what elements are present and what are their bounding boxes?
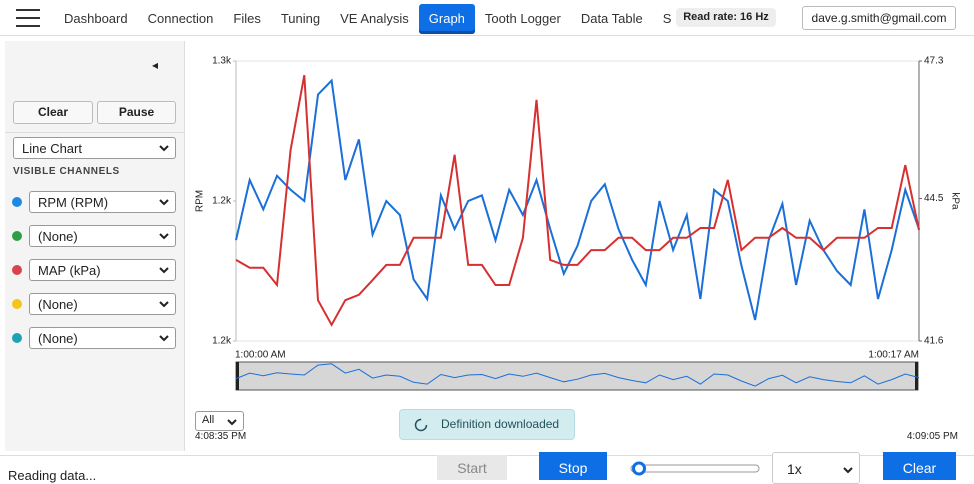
- channel-select[interactable]: RPM (RPM): [29, 191, 176, 213]
- divider: [0, 35, 974, 36]
- select-text: MAP (kPa): [38, 263, 101, 278]
- chevron: [159, 233, 169, 240]
- chevron-path: [159, 233, 169, 240]
- series-line: [235, 78, 920, 321]
- chevron: [159, 145, 169, 152]
- toast: Definition downloaded: [399, 409, 575, 440]
- y-tick-label: 1.2k: [212, 336, 232, 347]
- chevron: [843, 467, 853, 474]
- select-text: (None): [38, 331, 78, 346]
- read-rate: Read rate: 16 Hz: [676, 8, 776, 27]
- channel-select[interactable]: MAP (kPa): [29, 259, 176, 281]
- nav-tab[interactable]: Tuning: [280, 11, 321, 26]
- navigator: [235, 361, 919, 391]
- nav-tab[interactable]: VE Analysis: [340, 11, 409, 26]
- start-button[interactable]: Start: [437, 455, 507, 480]
- x-start-label: 1:00:00 AM: [235, 350, 286, 361]
- y-axis-label: RPM: [195, 190, 206, 212]
- status-text: Reading data...: [8, 468, 97, 483]
- speed-slider[interactable]: [630, 460, 762, 478]
- chevron-path: [159, 267, 169, 274]
- navigator-handle[interactable]: [915, 362, 918, 390]
- channel-color: [12, 231, 22, 241]
- y-tick-label: 1.2k: [212, 196, 232, 207]
- channel-select[interactable]: (None): [29, 327, 176, 349]
- channel-color: [12, 197, 22, 207]
- y2-axis-label: kPa: [949, 192, 960, 210]
- channel-color: [12, 333, 22, 343]
- window-start: 4:08:35 PM: [195, 431, 247, 442]
- user-email[interactable]: dave.g.smith@gmail.com: [802, 6, 956, 30]
- chevron: [159, 267, 169, 274]
- series-line: [235, 75, 920, 327]
- nav-tab[interactable]: Tooth Logger: [484, 11, 561, 26]
- nav-tab[interactable]: Settings: [662, 11, 672, 26]
- nav-tab[interactable]: Connection: [147, 11, 214, 26]
- toast-text: Definition downloaded: [441, 417, 560, 431]
- chevron: [159, 335, 169, 342]
- clear-footer-button[interactable]: Clear: [883, 452, 956, 480]
- chevron: [159, 199, 169, 206]
- navigator-handle[interactable]: [236, 362, 239, 390]
- select-text: (None): [38, 297, 78, 312]
- plot-area: [235, 60, 920, 342]
- chart-type-select[interactable]: Line Chart: [13, 137, 176, 159]
- x-end-label: 1:00:17 AM: [868, 350, 919, 361]
- chart: 1.2k 1.2k 1.3k 41.6 44.5 47.3 RPM kPa 1:00:00 AM…: [195, 56, 960, 391]
- channels-heading: VISIBLE CHANNELS: [13, 166, 120, 177]
- collapse-button[interactable]: ◂: [152, 58, 159, 72]
- y2-tick-label: 47.3: [924, 56, 944, 67]
- chevron-path: [159, 199, 169, 206]
- channel-color: [12, 299, 22, 309]
- y2-tick-label: 41.6: [924, 336, 944, 347]
- chevron: [159, 301, 169, 308]
- y-tick-label: 1.3k: [212, 56, 232, 67]
- nav-tab[interactable]: Data Table: [580, 11, 643, 26]
- range-select[interactable]: All: [195, 411, 244, 431]
- select-text: 1x: [787, 461, 802, 477]
- window-end: 4:09:05 PM: [906, 431, 958, 442]
- speed-select[interactable]: 1x: [772, 452, 860, 484]
- select-text: All: [202, 414, 215, 426]
- channel-select[interactable]: (None): [29, 225, 176, 247]
- channel-color: [12, 265, 22, 275]
- spinner: [414, 418, 428, 432]
- chevron: [227, 419, 237, 426]
- select-text: Line Chart: [22, 141, 82, 156]
- clear-button[interactable]: Clear: [13, 101, 93, 124]
- stop-button[interactable]: Stop: [539, 452, 607, 480]
- nav-tab[interactable]: Dashboard: [64, 11, 128, 26]
- chevron-path: [159, 301, 169, 308]
- select-text: (None): [38, 229, 78, 244]
- menu-icon[interactable]: [16, 8, 40, 28]
- divider: [5, 132, 185, 133]
- nav-tab[interactable]: Files: [233, 11, 261, 26]
- select-text: RPM (RPM): [38, 195, 109, 210]
- tab-bar: Dashboard Connection Files Tuning VE Analysi…: [54, 4, 672, 34]
- navigator-line: [235, 363, 920, 387]
- y2-tick-label: 44.5: [924, 193, 944, 204]
- nav-tab[interactable]: Graph: [418, 4, 475, 34]
- chevron-path: [159, 335, 169, 342]
- channel-select[interactable]: (None): [29, 293, 176, 315]
- pause-button[interactable]: Pause: [97, 101, 176, 124]
